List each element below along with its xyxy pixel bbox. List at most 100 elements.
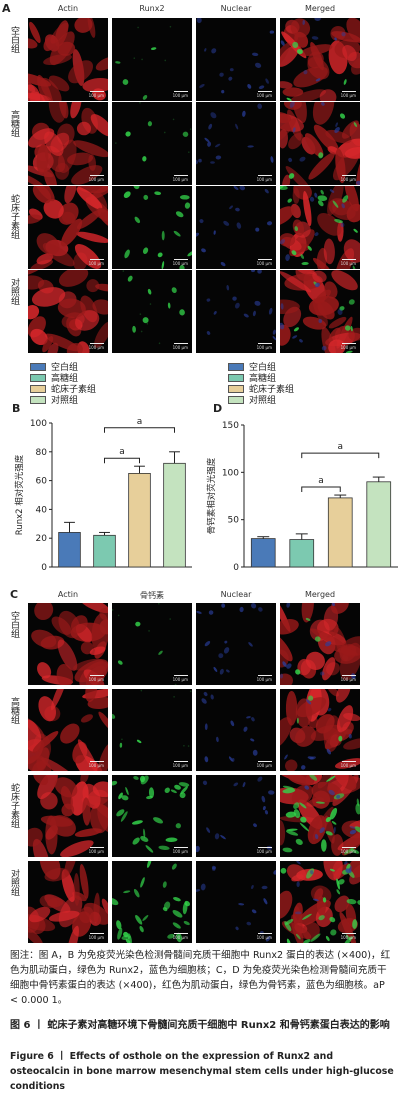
scale-bar (258, 91, 272, 92)
legend-label: 高糖组 (249, 374, 277, 384)
legend-label: 对照组 (51, 396, 79, 406)
scale-label: 100 μm (256, 345, 272, 350)
chart-runx2: 0 20 40 60 80 100 Runx2 相对荧光强度 a a (14, 417, 192, 573)
a-micrograph-actin: 100 μm (28, 102, 108, 185)
scale-label: 100 μm (88, 177, 104, 182)
scale-bar (258, 175, 272, 176)
significance-label: a (137, 417, 143, 427)
a-column-header: Nuclear (220, 4, 252, 13)
scale-bar (342, 675, 356, 676)
scale-bar (342, 259, 356, 260)
a-micrograph-blue: 100 μm (196, 270, 276, 353)
scale-bar (342, 847, 356, 848)
c-micrograph-blue: 100 μm (196, 861, 276, 943)
scale-label: 100 μm (340, 93, 356, 98)
c-micrograph-actin: 100 μm (28, 689, 108, 771)
c-row-label: 蛇床子素组 (9, 783, 19, 828)
bar (250, 538, 276, 568)
c-row-label: 高糖组 (9, 697, 19, 724)
y-tick-label: 0 (233, 563, 239, 573)
a-micrograph-green: 100 μm (112, 186, 192, 269)
a-micrograph-merged: 100 μm (280, 186, 360, 269)
legend-swatch (30, 362, 46, 371)
c-micrograph-merged: 100 μm (280, 689, 360, 771)
y-axis-label: 骨钙素相对荧光强度 (206, 457, 217, 534)
legend-label: 对照组 (249, 396, 277, 406)
legend-item: 蛇床子素组 (30, 382, 96, 395)
c-micrograph-green: 100 μm (112, 603, 192, 685)
c-micrograph-actin: 100 μm (28, 603, 108, 685)
legend-swatch (228, 395, 244, 404)
a-column-header: Actin (57, 4, 79, 13)
c-micrograph-blue: 100 μm (196, 689, 276, 771)
panel-d-letter: D (213, 402, 223, 415)
scale-label: 100 μm (88, 849, 104, 854)
a-micrograph-green: 100 μm (112, 102, 192, 185)
c-micrograph-actin: 100 μm (28, 861, 108, 943)
a-micrograph-blue: 100 μm (196, 18, 276, 101)
significance-label: a (337, 442, 343, 452)
c-micrograph-blue: 100 μm (196, 775, 276, 857)
a-micrograph-blue: 100 μm (196, 102, 276, 185)
scale-label: 100 μm (172, 177, 188, 182)
a-column-header: Runx2 (139, 4, 165, 13)
scale-label: 100 μm (340, 677, 356, 682)
legend-item: 高糖组 (30, 371, 78, 384)
c-micrograph-green: 100 μm (112, 861, 192, 943)
significance-bracket (301, 452, 380, 459)
scale-label: 100 μm (172, 935, 188, 940)
scale-bar (342, 175, 356, 176)
bar (327, 497, 353, 568)
scale-label: 100 μm (340, 177, 356, 182)
legend-item: 空白组 (30, 360, 78, 373)
legend-label: 空白组 (249, 363, 277, 373)
a-column-header: Merged (304, 4, 336, 13)
y-tick-label: 40 (36, 505, 48, 515)
c-column-header: Merged (304, 590, 336, 599)
scale-label: 100 μm (88, 763, 104, 768)
y-tick-label: 20 (36, 534, 48, 544)
y-tick-label: 0 (41, 563, 47, 573)
a-micrograph-merged: 100 μm (280, 270, 360, 353)
a-micrograph-merged: 100 μm (280, 18, 360, 101)
scale-bar (342, 91, 356, 92)
y-tick-label: 60 (36, 477, 48, 487)
scale-bar (90, 175, 104, 176)
c-micrograph-merged: 100 μm (280, 603, 360, 685)
scale-bar (90, 343, 104, 344)
scale-bar (174, 175, 188, 176)
scale-bar (90, 259, 104, 260)
significance-bracket (104, 457, 140, 464)
panel-c-letter: C (10, 588, 19, 601)
bar (58, 532, 81, 568)
scale-bar (90, 847, 104, 848)
legend-swatch (30, 395, 46, 404)
a-row-label: 蛇床子素组 (9, 194, 19, 239)
y-tick-label: 100 (30, 419, 47, 429)
legend-label: 高糖组 (51, 374, 79, 384)
a-micrograph-green: 100 μm (112, 18, 192, 101)
legend-swatch (228, 384, 244, 393)
scale-bar (342, 761, 356, 762)
bar (366, 481, 392, 568)
a-micrograph-actin: 100 μm (28, 270, 108, 353)
legend-item: 高糖组 (228, 371, 276, 384)
scale-label: 100 μm (256, 763, 272, 768)
scale-label: 100 μm (88, 261, 104, 266)
scale-bar (174, 847, 188, 848)
legend-swatch (228, 362, 244, 371)
scale-label: 100 μm (172, 849, 188, 854)
bar (289, 539, 315, 568)
c-micrograph-merged: 100 μm (280, 861, 360, 943)
significance-label: a (318, 476, 324, 486)
scale-bar (258, 761, 272, 762)
a-micrograph-actin: 100 μm (28, 186, 108, 269)
c-row-label: 对照组 (9, 869, 19, 896)
scale-bar (90, 675, 104, 676)
figure-title-en: Figure 6 丨 Effects of osthole on the exp… (10, 1051, 394, 1092)
scale-bar (258, 675, 272, 676)
scale-label: 100 μm (256, 677, 272, 682)
legend-label: 蛇床子素组 (249, 385, 295, 395)
bar (93, 534, 116, 568)
legend-swatch (30, 373, 46, 382)
